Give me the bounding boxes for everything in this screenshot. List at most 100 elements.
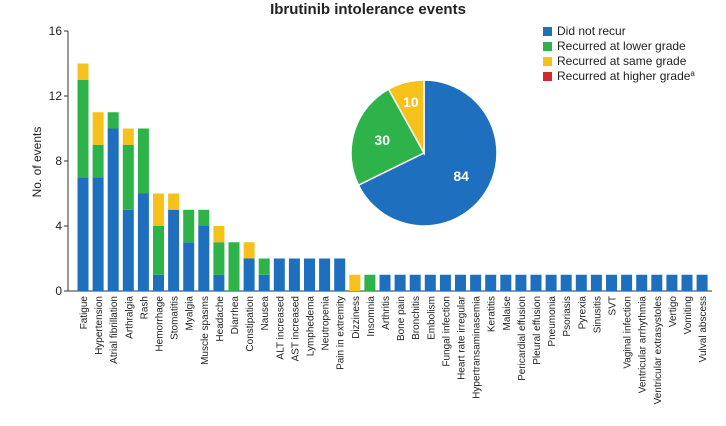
bar-segment-3-2	[122, 128, 134, 145]
x-tick-label-40: Vomiting	[683, 296, 694, 334]
x-tick-label-38: Ventricular extrasystoles	[653, 296, 664, 404]
bar-segment-20-0	[379, 274, 391, 291]
x-tick-label-23: Embolism	[426, 296, 437, 340]
legend-label-1: Recurred at lower grade	[557, 39, 686, 53]
x-tick-label-32: Psoriasis	[562, 296, 573, 337]
x-tick-label-0: Fatigue	[79, 296, 90, 330]
x-tick-label-12: Nausea	[260, 296, 271, 331]
legend-label-3: Recurred at higher gradea	[557, 69, 695, 84]
x-tick-label-39: Vertigo	[668, 296, 679, 328]
x-tick-label-34: Sinusitis	[592, 296, 603, 333]
bar-segment-5-1	[153, 226, 164, 275]
x-tick-label-10: Diarrhea	[230, 296, 241, 335]
bar-segment-40-0	[681, 274, 693, 291]
bar-segment-9-1	[213, 242, 225, 275]
x-tick-label-15: Lymphedema	[306, 296, 317, 357]
legend-superscript: a	[690, 69, 695, 78]
x-tick-label-20: Arthritis	[381, 296, 392, 330]
bar-segment-35-0	[606, 274, 617, 291]
legend-swatch-0	[543, 27, 552, 36]
pie-slice-1	[350, 88, 426, 187]
bar-segment-12-0	[258, 274, 270, 291]
bar-segment-11-0	[243, 258, 255, 291]
bar-segment-1-0	[92, 177, 104, 291]
bar-segment-3-0	[122, 209, 134, 291]
pie-slice-0	[357, 79, 498, 227]
bar-segment-10-1	[228, 242, 240, 291]
bar-segment-22-0	[409, 274, 421, 291]
bar-segment-2-1	[107, 112, 119, 129]
legend-swatch-3	[543, 72, 552, 81]
bar-segment-13-0	[273, 258, 285, 291]
x-tick-label-6: Stomatitis	[170, 296, 181, 340]
x-tick-label-29: Pericardial effusion	[517, 296, 528, 381]
legend-label-0: Did not recur	[557, 24, 626, 38]
x-tick-label-1: Hypertension	[94, 296, 105, 355]
bar-segment-37-0	[636, 274, 648, 291]
bar-segment-39-0	[666, 274, 678, 291]
bar-segment-26-0	[470, 274, 482, 291]
bar-segment-29-0	[515, 274, 527, 291]
x-tick-label-31: Pneumonia	[547, 296, 558, 347]
x-tick-label-28: Malaise	[502, 296, 513, 331]
bar-segment-25-0	[455, 274, 466, 291]
chart-title: Ibrutinib intolerance events	[270, 1, 466, 18]
bar-segment-36-0	[621, 274, 633, 291]
bar-segment-2-0	[107, 128, 119, 291]
x-tick-label-33: Pyrexia	[577, 296, 588, 330]
x-tick-label-18: Dizziness	[351, 296, 362, 339]
bar-segment-17-0	[334, 258, 346, 291]
x-tick-label-9: Headache	[215, 296, 226, 342]
x-tick-label-14: AST increased	[290, 296, 301, 361]
x-tick-label-19: Insomnia	[366, 296, 377, 337]
bar-segment-31-0	[545, 274, 557, 291]
bar-segment-3-1	[122, 144, 134, 210]
bar-segment-18-2	[349, 274, 361, 291]
bar-segment-21-0	[394, 274, 406, 291]
bar-segment-0-1	[77, 79, 89, 178]
x-tick-label-2: Atrial fibrillation	[109, 296, 120, 364]
bar-segment-11-2	[243, 242, 255, 259]
bar-segment-4-0	[137, 193, 149, 291]
bar-segment-34-0	[590, 274, 602, 291]
x-tick-label-3: Arthralgia	[124, 296, 135, 339]
bar-segment-4-1	[137, 128, 149, 194]
x-tick-label-36: Vaginal infection	[623, 296, 634, 369]
x-tick-label-26: Hypertransaminasemia	[472, 296, 483, 399]
bar-segment-16-0	[319, 258, 331, 291]
y-tick-label: 0	[55, 284, 62, 298]
bar-segment-0-0	[77, 177, 89, 291]
x-tick-label-4: Rash	[139, 296, 150, 319]
x-tick-label-8: Muscle spasms	[200, 296, 211, 365]
x-tick-label-17: Pain in extremity	[336, 296, 347, 370]
pie-label-0: 84	[453, 168, 469, 184]
x-tick-label-24: Fungal infection	[441, 296, 452, 367]
y-tick-label: 12	[49, 89, 63, 103]
bar-segment-8-1	[198, 209, 210, 226]
x-tick-label-21: Bone pain	[396, 296, 407, 341]
bar-segment-1-1	[92, 144, 104, 178]
bar-segment-38-0	[651, 274, 663, 291]
pie-label-2: 10	[403, 94, 419, 110]
bar-segment-5-0	[153, 274, 164, 291]
bar-segment-7-0	[183, 242, 195, 291]
pie-chart: 84 30 10	[350, 79, 498, 227]
x-tick-label-11: Constipation	[245, 296, 256, 352]
legend-label-2: Recurred at same grade	[557, 54, 687, 68]
x-tick-label-7: Myalgia	[185, 296, 196, 331]
x-tick-label-22: Bronchitis	[411, 296, 422, 340]
y-tick-label: 8	[55, 154, 62, 168]
bar-segment-1-2	[92, 112, 104, 145]
bar-segment-8-0	[198, 226, 210, 291]
y-axis-label: No. of events	[30, 127, 44, 198]
x-tick-label-27: Keratitis	[487, 296, 498, 332]
bar-segment-12-1	[258, 258, 270, 275]
x-tick-label-30: Pleural effusion	[532, 296, 543, 365]
x-tick-label-5: Hemorrhage	[155, 296, 166, 352]
bar-segment-5-2	[153, 193, 164, 226]
bar-segment-9-2	[213, 226, 225, 243]
legend-swatch-1	[543, 42, 552, 51]
pie-label-1: 30	[374, 132, 390, 148]
